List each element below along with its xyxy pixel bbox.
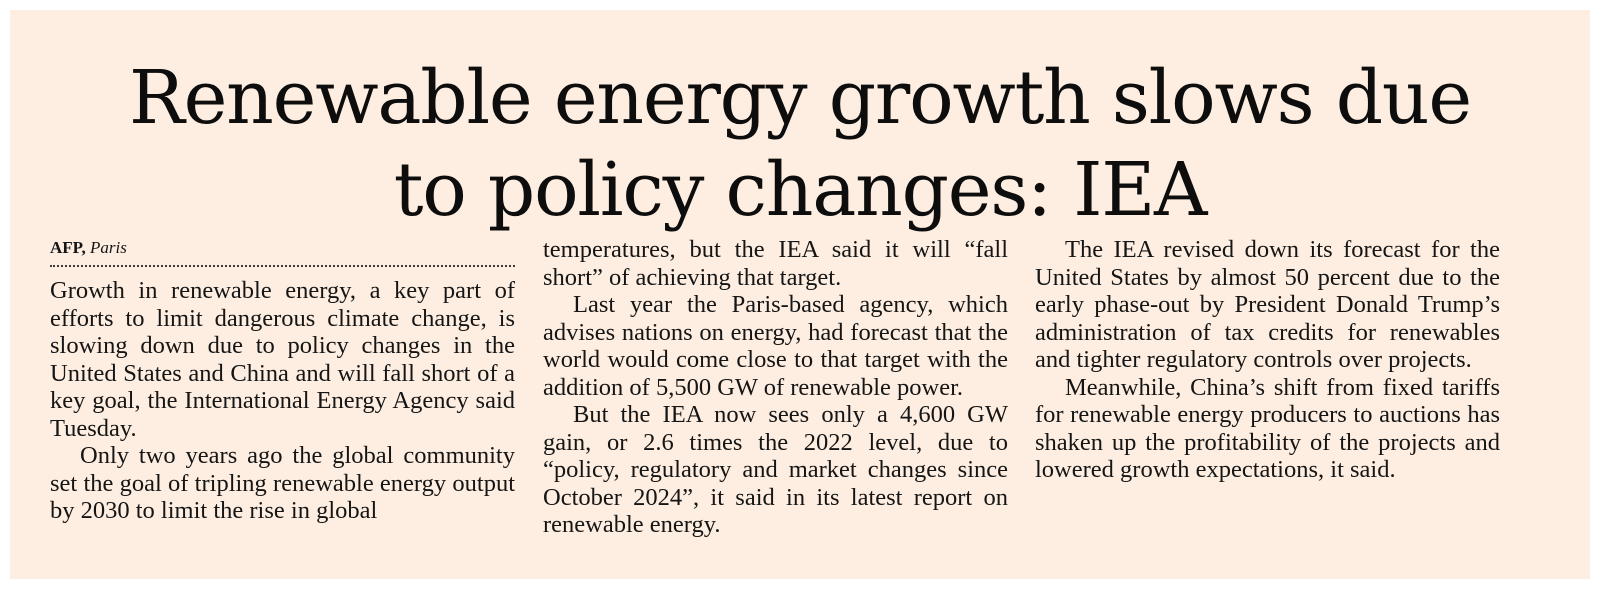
paragraph: Meanwhile, China’s shift from fixed tari…	[1035, 373, 1500, 484]
byline: AFP, Paris	[50, 232, 515, 263]
paragraph: Growth in renewable energy, a key part o…	[50, 277, 515, 442]
byline-divider	[50, 265, 515, 267]
headline: Renewable energy growth slows due to pol…	[10, 52, 1590, 236]
headline-line-1: Renewable energy growth slows due	[129, 55, 1472, 141]
article-column-1: AFP, Paris Growth in renewable energy, a…	[50, 232, 515, 525]
byline-agency: AFP,	[50, 238, 86, 257]
paragraph: The IEA revised down its forecast for th…	[1035, 236, 1500, 373]
paragraph: Last year the Paris-based agency, which …	[543, 291, 1008, 401]
news-clipping: Renewable energy growth slows due to pol…	[10, 10, 1590, 579]
paragraph: temperatures, but the IEA said it will “…	[543, 236, 1008, 291]
paragraph: Only two years ago the global community …	[50, 442, 515, 524]
article-column-3: The IEA revised down its forecast for th…	[1035, 236, 1500, 484]
headline-line-2: to policy changes: IEA	[393, 147, 1208, 233]
paragraph: But the IEA now sees only a 4,600 GW gai…	[543, 401, 1008, 538]
byline-place: Paris	[90, 238, 127, 257]
article-column-2: temperatures, but the IEA said it will “…	[543, 236, 1008, 539]
